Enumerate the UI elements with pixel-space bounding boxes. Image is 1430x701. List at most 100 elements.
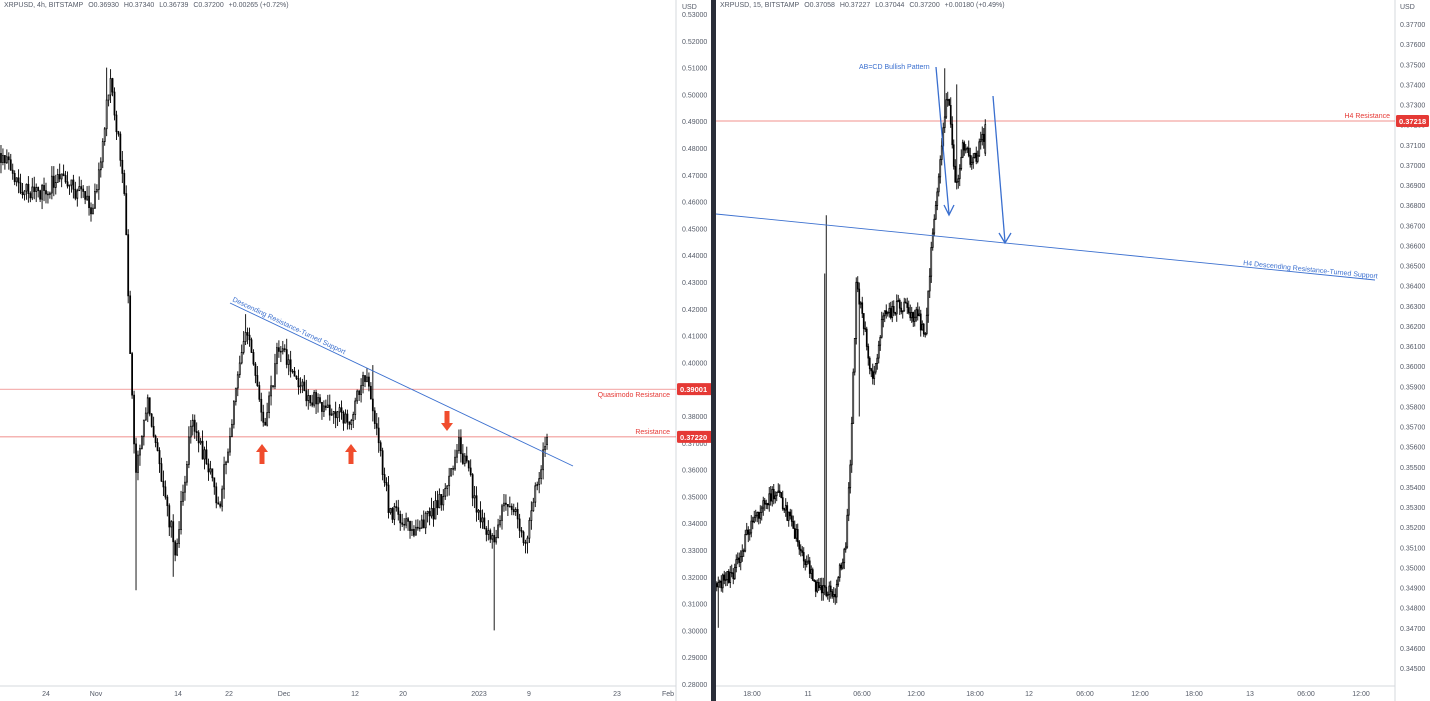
left-candle-body xyxy=(281,348,284,352)
right-candle-body xyxy=(846,514,849,548)
left-candle-body xyxy=(512,509,515,513)
left-candle-body xyxy=(319,397,321,403)
right-candle-body xyxy=(981,133,984,141)
right-candle-body xyxy=(958,168,961,180)
right-trendline xyxy=(716,213,1376,281)
left-price-tick: 0.33000 xyxy=(682,548,707,555)
left-candle-body xyxy=(82,188,85,192)
right-candle-body xyxy=(940,145,943,160)
left-candle-body xyxy=(0,153,2,163)
left-candle-body xyxy=(158,450,161,465)
right-candle-body xyxy=(864,328,867,330)
left-level-price-tag-box xyxy=(677,383,711,396)
right-candle-body xyxy=(726,571,729,581)
left-candle-body xyxy=(111,78,114,93)
left-candle-body xyxy=(129,295,132,354)
left-candle-body xyxy=(72,179,75,190)
right-time-tick: 12:00 xyxy=(1352,691,1370,698)
right-candle-body xyxy=(753,516,756,523)
right-candle-body xyxy=(928,275,931,292)
right-time-tick: 11 xyxy=(804,691,811,698)
left-price-tick: 0.37000 xyxy=(682,441,707,448)
left-time-tick: 12 xyxy=(351,691,359,698)
left-candle-body xyxy=(246,332,249,336)
right-candle-body xyxy=(736,557,739,560)
right-candlestick-chart[interactable]: USD 0.37700 0.37600 0.37500 0.37400 0.37300 0.… xyxy=(716,0,1430,701)
right-candle-body xyxy=(859,302,862,305)
left-candle-body xyxy=(58,174,61,180)
right-candle-body xyxy=(852,371,855,424)
left-legend-low: L0.36739 xyxy=(159,2,189,9)
left-candle-body xyxy=(285,349,288,365)
right-candle-body xyxy=(744,534,747,552)
right-price-tick: 0.36100 xyxy=(1400,344,1425,351)
right-candle-body xyxy=(763,500,766,505)
left-candle-body xyxy=(264,421,267,426)
left-candle-body xyxy=(180,501,182,531)
left-price-tick: 0.53000 xyxy=(682,12,707,19)
left-candle-body xyxy=(366,376,368,382)
left-candle-body xyxy=(64,175,67,183)
left-candle-body xyxy=(2,155,4,163)
right-candle-body xyxy=(748,532,751,535)
right-candle-body xyxy=(960,156,963,170)
right-price-tick: 0.34600 xyxy=(1400,646,1425,653)
pane-divider[interactable] xyxy=(711,0,716,701)
left-candle-body xyxy=(405,518,407,526)
left-candle-body xyxy=(505,502,507,505)
right-price-tick: 0.37700 xyxy=(1400,22,1425,29)
left-price-tick: 0.30000 xyxy=(682,628,707,635)
right-chart-pane[interactable]: XRPUSD, 15, BITSTAMP O0.37058 H0.37227 L… xyxy=(716,0,1430,701)
right-candle-body xyxy=(898,299,901,309)
left-candle-body xyxy=(503,502,505,507)
left-candle-body xyxy=(215,486,218,504)
right-candle-body xyxy=(777,490,780,493)
right-candle-body xyxy=(756,512,759,516)
right-price-tick: 0.36000 xyxy=(1400,364,1425,371)
right-candle-body xyxy=(789,511,792,517)
left-candle-body xyxy=(150,413,153,427)
left-price-tick: 0.48000 xyxy=(682,146,707,153)
left-candle-body xyxy=(393,506,396,520)
left-candle-body xyxy=(201,440,204,460)
left-candle-body xyxy=(135,443,137,473)
left-candle-body xyxy=(56,174,59,183)
right-candle-body xyxy=(976,155,979,162)
left-candle-body xyxy=(238,362,241,376)
right-candle-body xyxy=(952,144,955,167)
left-candle-body xyxy=(7,156,10,161)
right-candle-body xyxy=(826,594,829,596)
ab-cd-leg-ab xyxy=(935,66,950,215)
left-candle-body xyxy=(526,537,529,544)
right-candle-body xyxy=(720,580,723,589)
right-candle-body xyxy=(957,178,960,183)
right-legend-close: C0.37200 xyxy=(909,2,940,9)
left-candle-body xyxy=(420,519,423,529)
left-candle-body xyxy=(37,187,40,192)
left-candle-body xyxy=(50,175,53,194)
right-candle-body xyxy=(774,495,777,500)
left-candle-body xyxy=(178,529,180,544)
left-candle-body xyxy=(254,363,257,376)
left-candle-body xyxy=(25,183,28,192)
left-candle-body xyxy=(330,413,333,416)
left-candle-body xyxy=(481,517,484,523)
left-candle-body xyxy=(70,179,73,186)
right-candle-body xyxy=(858,288,861,305)
left-candle-body xyxy=(450,468,453,477)
right-candle-body xyxy=(913,316,916,322)
left-time-tick: Dec xyxy=(278,691,291,698)
right-candle-body xyxy=(909,312,912,319)
right-price-tick: 0.35100 xyxy=(1400,545,1425,552)
left-candle-body xyxy=(354,400,357,415)
left-candle-body xyxy=(501,505,503,521)
right-candle-body xyxy=(969,154,972,165)
left-candle-body xyxy=(5,156,8,164)
ab-cd-leg-cd xyxy=(992,95,1006,243)
left-legend-change: +0.00265 (+0.72%) xyxy=(228,2,289,9)
left-candle-body xyxy=(514,508,517,513)
left-chart-pane[interactable]: XRPUSD, 4h, BITSTAMP O0.36930 H0.37340 L… xyxy=(0,0,711,701)
right-candle-body xyxy=(807,560,810,563)
left-candle-body xyxy=(301,381,304,387)
